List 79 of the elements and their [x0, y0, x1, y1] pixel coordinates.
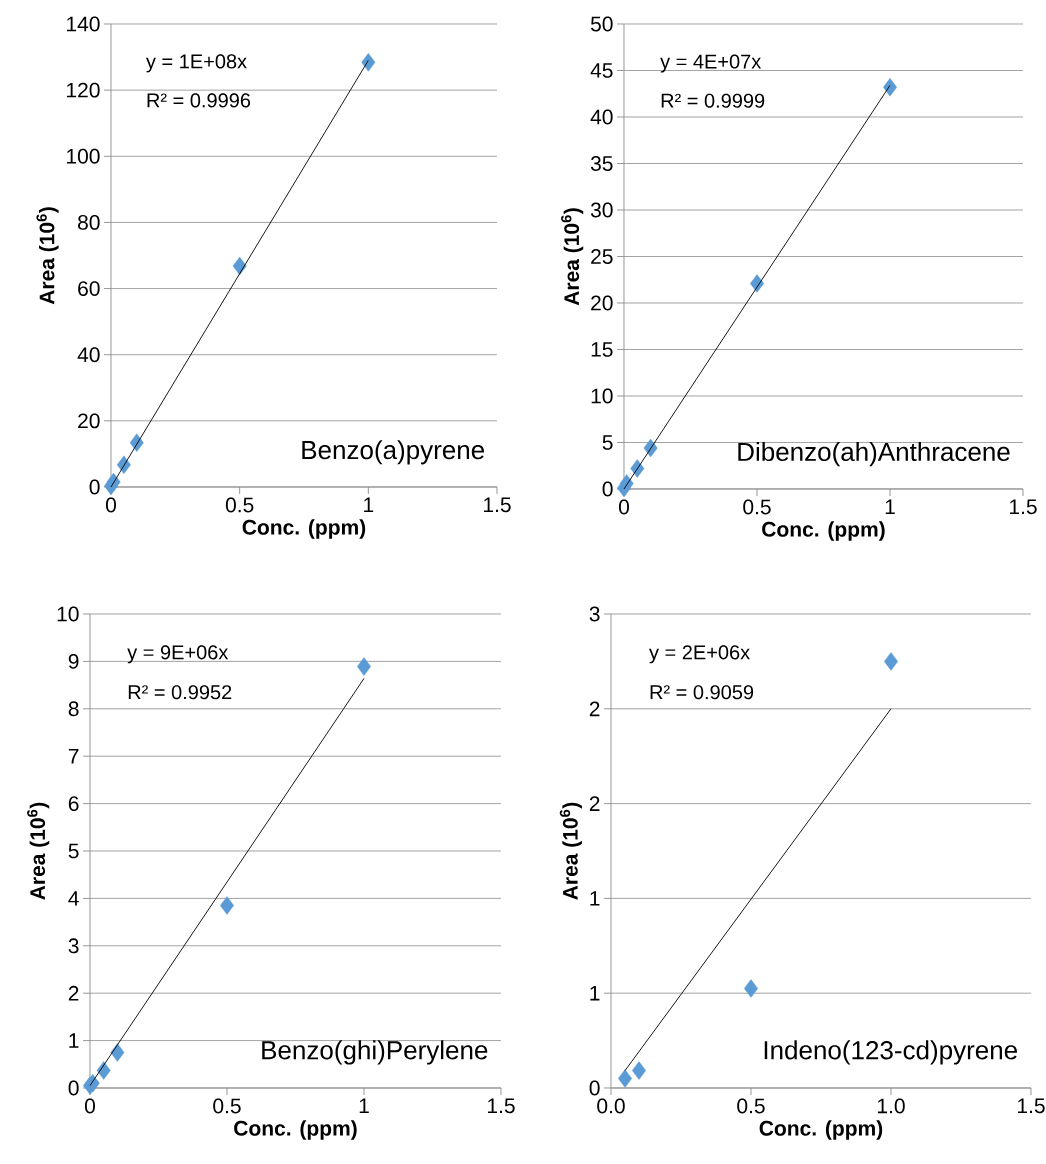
point	[744, 979, 758, 998]
x-axis-title: Conc. (ppm)	[234, 1120, 357, 1140]
y-tick-label: 4	[68, 891, 79, 906]
x-tick-label: 1.5	[488, 1098, 515, 1114]
x-tick-label: 0	[618, 499, 630, 515]
annotation: Dibenzo(ah)Anthracene	[738, 442, 1010, 467]
annotation: Indeno(123-cd)pyrene	[764, 1040, 1017, 1065]
y-tick-label: 0	[589, 1080, 600, 1096]
x-tick-label: 1.5	[1010, 499, 1037, 515]
y-tick-label: 15	[591, 342, 613, 357]
y-tick-label: 5	[68, 843, 79, 859]
y-tick-label: 1	[69, 1033, 79, 1048]
y-tick-label: 2	[68, 985, 79, 1001]
y-tick-label: 1	[590, 985, 600, 1001]
x-tick-label: 1	[359, 1098, 369, 1113]
y-tick-label: 8	[68, 701, 79, 717]
point	[361, 53, 376, 72]
x-tick-label: 0	[105, 497, 117, 513]
annotation: y = 4E+07x	[660, 54, 762, 73]
y-tick-label: 3	[589, 606, 600, 622]
annotation: R² = 0.9952	[128, 685, 232, 700]
point	[632, 1061, 646, 1080]
y-tick-label: 40	[77, 347, 100, 363]
x-tick-label: 1	[885, 499, 895, 514]
y-tick-label: 2	[589, 701, 600, 717]
y-tick-label: 5	[602, 435, 613, 450]
y-tick-label: 60	[78, 281, 100, 296]
text: Area (10$^{6}$)	[561, 208, 584, 306]
y-tick-label: 30	[590, 202, 613, 218]
y-tick-label: 80	[78, 214, 100, 230]
annotation: y = 1E+08x	[145, 54, 247, 73]
annotation: R² = 0.9999	[661, 93, 765, 108]
y-tick-label: 35	[590, 156, 613, 171]
annotation: Benzo(ghi)Perylene	[262, 1040, 488, 1065]
y-tick-label: 10	[591, 388, 613, 404]
x-tick-label: 0.5	[225, 497, 254, 513]
annotation: y = 9E+06x	[127, 645, 229, 664]
y-tick-label: 120	[67, 82, 100, 98]
y-tick-label: 0	[68, 1080, 79, 1096]
x-tick-label: 1.0	[878, 1098, 905, 1114]
text: Area (10$^{6}$)	[36, 207, 59, 305]
y-tick-label: 10	[57, 606, 79, 622]
y-tick-label: 140	[67, 16, 100, 32]
y-tick-label: 45	[590, 63, 613, 78]
x-axis-title: Conc. (ppm)	[242, 519, 366, 539]
y-tick-label: 3	[68, 938, 79, 954]
x-tick-label: 1.5	[1018, 1098, 1045, 1114]
y-tick-label: 0	[89, 479, 100, 495]
y-tick-label: 100	[67, 148, 100, 164]
x-tick-label: 0.0	[597, 1098, 625, 1114]
y-tick-label: 2	[589, 796, 600, 811]
y-tick-label: 9	[68, 653, 79, 669]
annotation: R² = 0.9059	[650, 685, 754, 700]
y-tick-label: 7	[68, 748, 79, 764]
point	[220, 896, 234, 915]
text: Area (10$^{6}$)	[27, 802, 50, 900]
y-tick-label: 20	[78, 413, 100, 429]
x-tick-label: 1.5	[484, 497, 511, 513]
x-tick-label: 0.5	[737, 1098, 765, 1114]
y-tick-label: 1	[590, 891, 600, 906]
annotation: R² = 0.9996	[147, 93, 251, 108]
y-tick-label: 0	[602, 481, 613, 497]
annotation: y = 2E+06x	[649, 645, 750, 664]
x-tick-label: 0.5	[743, 499, 771, 515]
y-tick-label: 20	[591, 295, 613, 311]
annotation: Benzo(a)pyrene	[302, 440, 485, 465]
y-tick-label: 40	[590, 109, 613, 125]
text: Area (10$^{6}$)	[559, 802, 582, 900]
y-tick-label: 6	[68, 796, 79, 812]
x-axis-title: Conc. (ppm)	[759, 1120, 883, 1140]
y-tick-label: 25	[591, 249, 613, 264]
point	[357, 657, 371, 676]
point	[884, 652, 898, 671]
x-axis-title: Conc. (ppm)	[762, 521, 885, 541]
x-tick-label: 1	[364, 497, 374, 512]
point	[883, 78, 897, 97]
point	[618, 1069, 632, 1088]
y-tick-label: 50	[590, 16, 613, 32]
x-tick-label: 0.5	[213, 1098, 241, 1114]
